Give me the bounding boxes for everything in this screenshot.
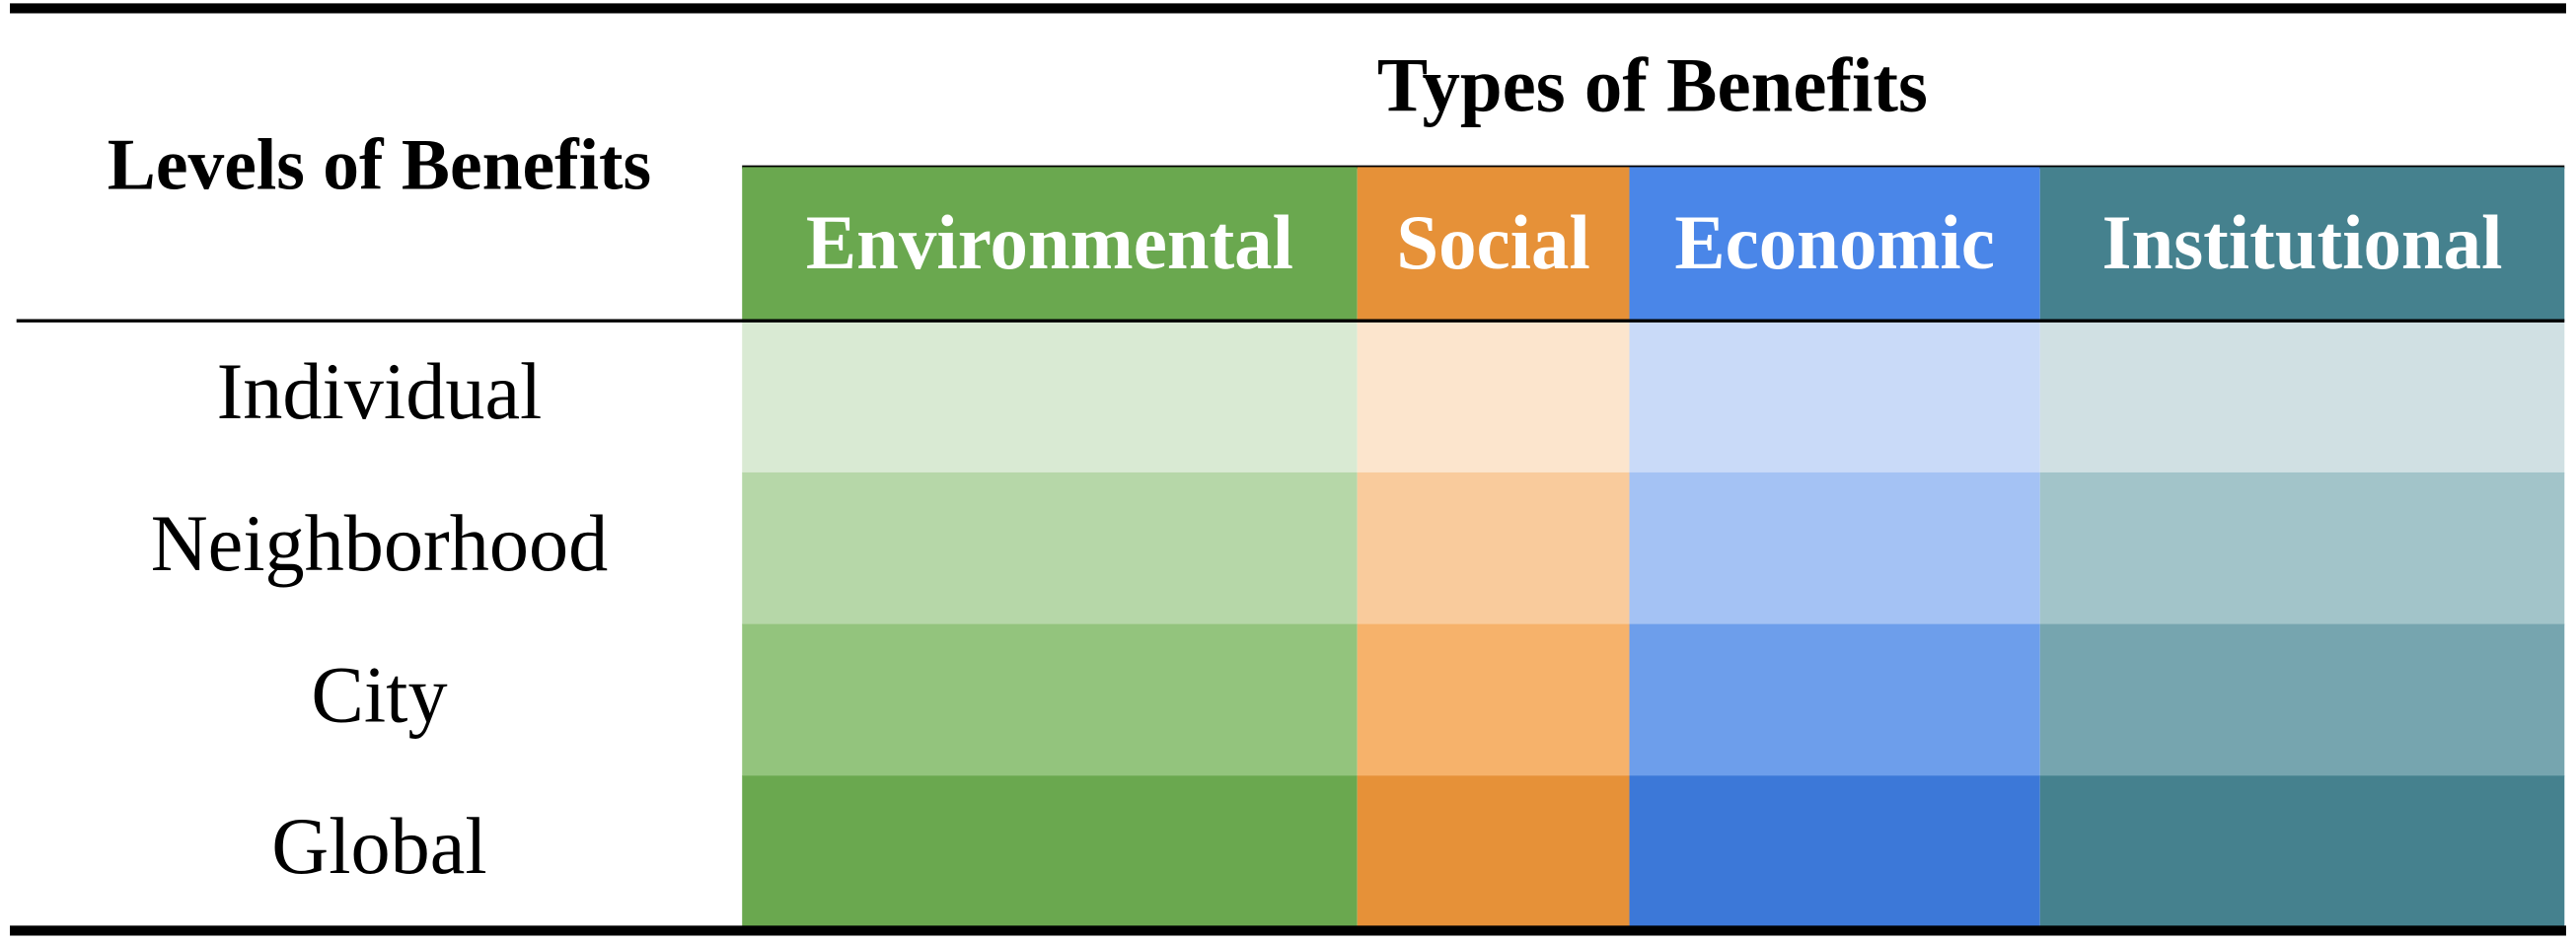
- cell: [1629, 623, 2040, 777]
- cell: [742, 321, 1358, 473]
- column-header-cell: [1357, 167, 1630, 322]
- cell: [1357, 321, 1630, 473]
- cell: [742, 472, 1358, 625]
- cell: [1629, 775, 2040, 928]
- row-label: City: [311, 651, 448, 740]
- column-header-cell: [1629, 167, 2040, 322]
- cell: [2039, 775, 2565, 928]
- column-header-cell: [2039, 167, 2565, 322]
- column-header: Economic: [1674, 199, 1995, 285]
- column-header: Institutional: [2102, 199, 2503, 285]
- cell: [2039, 623, 2565, 777]
- cells: Environmental Social Economic Institutional…: [151, 167, 2565, 928]
- cell: [2039, 472, 2565, 625]
- row-label: Neighborhood: [151, 499, 608, 588]
- row-header: Levels of Benefits: [108, 124, 651, 206]
- cell: [1629, 472, 2040, 625]
- cell: [742, 775, 1358, 928]
- cell: [742, 623, 1358, 777]
- cell: [1357, 472, 1630, 625]
- row-label: Individual: [217, 348, 543, 437]
- cell: [1357, 623, 1630, 777]
- cell: [2039, 321, 2565, 473]
- cell: [1629, 321, 2040, 473]
- column-header-cell: [742, 167, 1358, 322]
- cell: [1357, 775, 1630, 928]
- column-header: Social: [1396, 199, 1589, 285]
- column-group-title: Types of Benefits: [1377, 42, 1928, 128]
- column-header: Environmental: [806, 199, 1293, 285]
- row-label: Global: [271, 803, 486, 892]
